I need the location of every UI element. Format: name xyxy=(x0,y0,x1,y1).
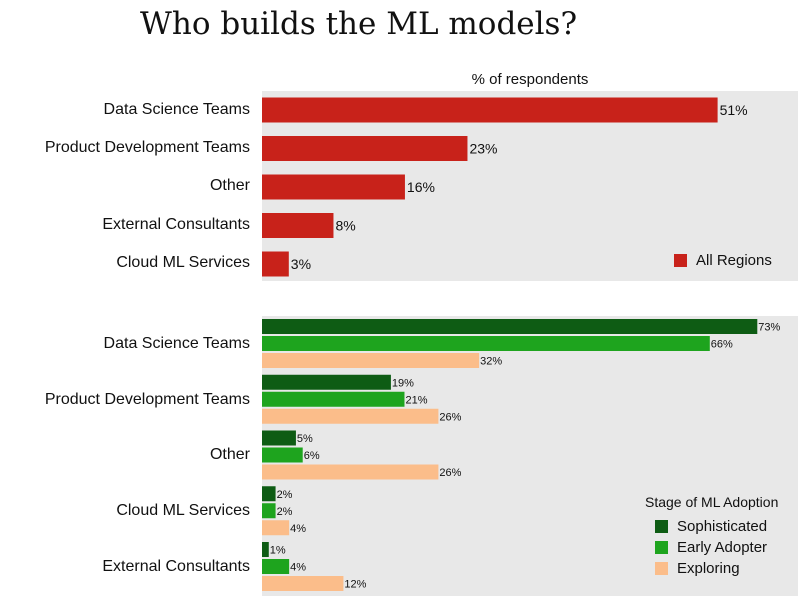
data-label: 2% xyxy=(277,506,293,518)
data-label: 1% xyxy=(270,545,286,557)
bar-data-science-teams-sophisticated xyxy=(262,319,758,334)
data-label: 66% xyxy=(711,339,733,351)
bar-cloud-ml-services-early-adopter xyxy=(262,503,276,519)
top-chart-panel: 51% 23% 16% 8% 3% xyxy=(262,91,798,281)
data-label: 26% xyxy=(439,467,461,479)
legend-label: All Regions xyxy=(696,252,772,269)
bottom-category-label: Product Development Teams xyxy=(44,391,250,408)
bar-external-consultants-early-adopter xyxy=(262,559,290,574)
data-label: 16% xyxy=(407,179,435,195)
bottom-legend: Stage of ML Adoption Sophisticated Early… xyxy=(645,494,778,579)
legend-swatch-early-adopter xyxy=(655,541,668,554)
data-label: 5% xyxy=(297,433,313,445)
data-label: 51% xyxy=(720,102,748,118)
data-label: 21% xyxy=(405,394,427,406)
top-legend: All Regions xyxy=(674,250,772,271)
top-chart-subtitle: % of respondents xyxy=(471,71,589,88)
legend-label: Sophisticated xyxy=(677,518,768,535)
legend-label: Early Adopter xyxy=(677,539,768,556)
data-label: 23% xyxy=(469,141,497,157)
bar-other-sophisticated xyxy=(262,430,296,446)
top-category-label: Other xyxy=(209,177,250,194)
bottom-category-label: External Consultants xyxy=(102,558,250,575)
bar-product-development-teams-sophisticated xyxy=(262,374,391,390)
data-label: 8% xyxy=(335,218,355,234)
data-label: 73% xyxy=(758,322,780,334)
bar-other-exploring xyxy=(262,464,439,480)
bar-product-development-teams-exploring xyxy=(262,408,439,424)
data-label: 6% xyxy=(304,450,320,462)
bottom-category-label: Other xyxy=(209,446,250,463)
bar-data-science-teams-exploring xyxy=(262,353,480,368)
bar-external-consultants-exploring xyxy=(262,576,344,591)
data-label: 19% xyxy=(392,377,414,389)
top-category-label: Cloud ML Services xyxy=(116,254,250,271)
data-label: 4% xyxy=(290,523,306,535)
bar-cloud-ml-services-exploring xyxy=(262,520,290,536)
legend-swatch-exploring xyxy=(655,562,668,575)
data-label: 26% xyxy=(439,411,461,423)
bar-data-science-teams xyxy=(262,97,718,123)
bar-product-development-teams-early-adopter xyxy=(262,391,405,407)
data-label: 4% xyxy=(290,562,306,574)
data-label: 2% xyxy=(277,489,293,501)
bottom-chart-plot: 73% 66% 32% 19% 21% 26% 5% 6% 26% 2% 2% 4% 1% 4% 12% xyxy=(262,319,781,591)
legend-label: Exploring xyxy=(677,560,740,577)
data-label: 12% xyxy=(344,579,366,591)
bar-external-consultants xyxy=(262,213,334,238)
bottom-chart-panel: 73% 66% 32% 19% 21% 26% 5% 6% 26% 2% 2% 4% 1% 4% 12% xyxy=(262,316,798,596)
legend-swatch-sophisticated xyxy=(655,520,668,533)
bar-cloud-ml-services-sophisticated xyxy=(262,486,276,502)
top-category-label: Product Development Teams xyxy=(44,139,250,156)
bar-cloud-ml-services xyxy=(262,251,289,277)
legend-swatch-all-regions xyxy=(674,254,687,267)
bottom-category-label: Data Science Teams xyxy=(103,335,250,352)
data-label: 32% xyxy=(480,356,502,368)
bar-data-science-teams-early-adopter xyxy=(262,336,710,351)
bar-product-development-teams xyxy=(262,136,468,161)
chart-title: Who builds the ML models? xyxy=(140,6,578,42)
top-chart-plot: 51% 23% 16% 8% 3% xyxy=(262,97,748,277)
bar-external-consultants-sophisticated xyxy=(262,542,269,557)
bottom-category-label: Cloud ML Services xyxy=(116,502,250,519)
top-category-label: Data Science Teams xyxy=(103,101,250,118)
data-label: 3% xyxy=(291,256,311,272)
bar-other-early-adopter xyxy=(262,447,303,463)
legend-title: Stage of ML Adoption xyxy=(645,494,779,510)
top-category-label: External Consultants xyxy=(102,216,250,233)
bar-other xyxy=(262,174,405,200)
